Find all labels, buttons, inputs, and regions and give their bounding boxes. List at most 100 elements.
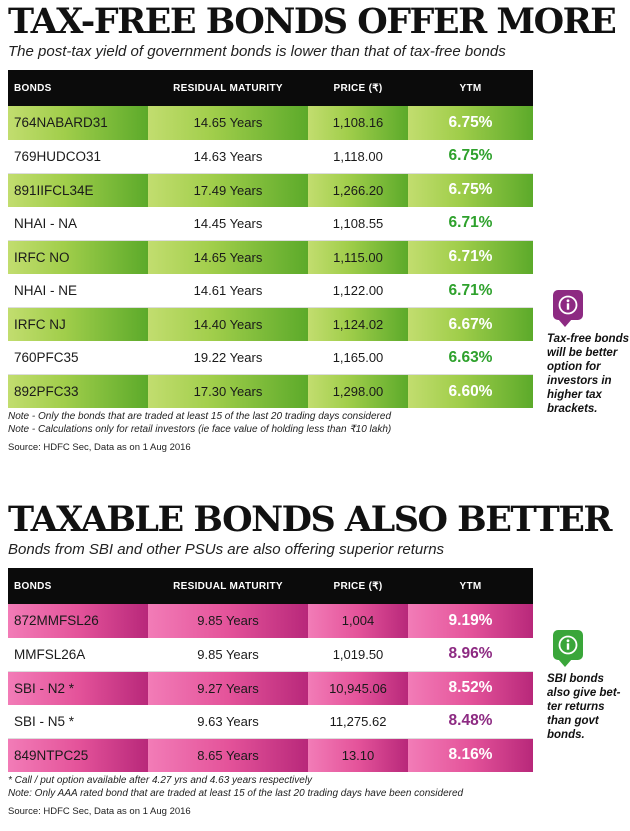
bond-name: 891IIFCL34E (8, 173, 148, 207)
bond-price: 1,122.00 (308, 273, 408, 309)
table-row: MMFSL26A 9.85 Years 1,019.50 8.96% (8, 637, 533, 672)
bond-ytm: 6.71% (408, 240, 533, 274)
bond-price: 1,298.00 (308, 374, 408, 409)
sidenote-text: SBI bonds also give bet-ter returns than… (547, 673, 621, 741)
bond-ytm: 6.63% (408, 341, 533, 376)
bond-maturity: 8.65 Years (148, 738, 308, 772)
table-notes: Note - Only the bonds that are traded at… (8, 410, 533, 436)
info-icon (553, 290, 583, 327)
table-row: 891IIFCL34E 17.49 Years 1,266.20 6.75% (8, 173, 533, 207)
table-notes: * Call / put option available after 4.27… (8, 774, 533, 800)
bond-maturity: 14.63 Years (148, 139, 308, 174)
bond-ytm: 9.19% (408, 604, 533, 638)
bond-ytm: 6.60% (408, 374, 533, 409)
header-price: PRICE (₹) (308, 70, 408, 106)
table-row: NHAI - NE 14.61 Years 1,122.00 6.71% (8, 273, 533, 309)
table-row: 849NTPC25 8.65 Years 13.10 8.16% (8, 738, 533, 772)
table-row: IRFC NO 14.65 Years 1,115.00 6.71% (8, 240, 533, 274)
section-title: TAXABLE BONDS ALSO BETTER (8, 499, 613, 540)
bond-ytm: 8.96% (408, 637, 533, 672)
table-row: SBI - N5 * 9.63 Years 11,275.62 8.48% (8, 704, 533, 739)
table-row: 892PFC33 17.30 Years 1,298.00 6.60% (8, 374, 533, 409)
bond-ytm: 6.71% (408, 273, 533, 309)
bond-price: 1,019.50 (308, 637, 408, 672)
note-line: * Call / put option available after 4.27… (8, 774, 313, 786)
bond-ytm: 8.16% (408, 738, 533, 772)
bond-maturity: 9.85 Years (148, 604, 308, 638)
bond-ytm: 6.71% (408, 206, 533, 241)
note-line: Note - Calculations only for retail inve… (8, 424, 392, 436)
bond-maturity: 14.45 Years (148, 206, 308, 241)
source-line: Source: HDFC Sec, Data as on 1 Aug 2016 (8, 442, 191, 454)
bond-maturity: 9.63 Years (148, 704, 308, 739)
bond-ytm: 6.75% (408, 139, 533, 174)
bond-name: IRFC NJ (8, 307, 148, 342)
bond-price: 1,004 (308, 604, 408, 638)
note-line: Note - Only the bonds that are traded at… (8, 411, 392, 423)
bond-name: 892PFC33 (8, 374, 148, 409)
bond-ytm: 8.48% (408, 704, 533, 739)
table-header-row: BONDS RESIDUAL MATURITY PRICE (₹) YTM (8, 568, 533, 604)
bond-price: 1,165.00 (308, 341, 408, 376)
table-row: SBI - N2 * 9.27 Years 10,945.06 8.52% (8, 671, 533, 705)
header-maturity: RESIDUAL MATURITY (148, 568, 308, 604)
bond-maturity: 17.49 Years (148, 173, 308, 207)
info-icon (553, 630, 583, 667)
header-bonds: BONDS (8, 70, 148, 106)
bond-name: SBI - N2 * (8, 671, 148, 705)
table-row: 872MMFSL26 9.85 Years 1,004 9.19% (8, 604, 533, 638)
bond-price: 10,945.06 (308, 671, 408, 705)
table-row: 769HUDCO31 14.63 Years 1,118.00 6.75% (8, 139, 533, 174)
bond-name: 764NABARD31 (8, 106, 148, 140)
header-maturity: RESIDUAL MATURITY (148, 70, 308, 106)
bond-price: 11,275.62 (308, 704, 408, 739)
bond-maturity: 14.61 Years (148, 273, 308, 309)
bond-price: 1,266.20 (308, 173, 408, 207)
bond-price: 13.10 (308, 738, 408, 772)
table-row: 764NABARD31 14.65 Years 1,108.16 6.75% (8, 106, 533, 140)
bond-name: 872MMFSL26 (8, 604, 148, 638)
bond-ytm: 8.52% (408, 671, 533, 705)
bond-ytm: 6.75% (408, 106, 533, 140)
bond-name: 769HUDCO31 (8, 139, 148, 174)
bond-maturity: 19.22 Years (148, 341, 308, 376)
sidenote-text: Tax-free bonds will be better option for… (547, 333, 630, 415)
bond-name: NHAI - NE (8, 273, 148, 309)
bond-name: 760PFC35 (8, 341, 148, 376)
bond-price: 1,124.02 (308, 307, 408, 342)
table-row: NHAI - NA 14.45 Years 1,108.55 6.71% (8, 206, 533, 241)
note-line: Note: Only AAA rated bond that are trade… (8, 787, 464, 799)
sidenote-tax-free: Tax-free bonds will be better option for… (547, 290, 629, 416)
tax-free-bonds-table: BONDS RESIDUAL MATURITY PRICE (₹) YTM 76… (8, 70, 533, 409)
taxable-bonds-section: TAXABLE BONDS ALSO BETTER Bonds from SBI… (8, 499, 613, 817)
header-bonds: BONDS (8, 568, 148, 604)
bond-maturity: 17.30 Years (148, 374, 308, 409)
bond-maturity: 14.65 Years (148, 240, 308, 274)
bond-name: MMFSL26A (8, 637, 148, 672)
section-subtitle: The post-tax yield of government bonds i… (8, 43, 506, 60)
source-line: Source: HDFC Sec, Data as on 1 Aug 2016 (8, 805, 191, 817)
table-header-row: BONDS RESIDUAL MATURITY PRICE (₹) YTM (8, 70, 533, 106)
section-subtitle: Bonds from SBI and other PSUs are also o… (8, 541, 445, 558)
bond-maturity: 14.65 Years (148, 106, 308, 140)
header-price: PRICE (₹) (308, 568, 408, 604)
bond-name: NHAI - NA (8, 206, 148, 241)
header-ytm: YTM (408, 568, 533, 604)
section-title: TAX-FREE BONDS OFFER MORE (8, 1, 617, 42)
bond-price: 1,118.00 (308, 139, 408, 174)
bond-maturity: 9.27 Years (148, 671, 308, 705)
table-row: IRFC NJ 14.40 Years 1,124.02 6.67% (8, 307, 533, 342)
bond-ytm: 6.75% (408, 173, 533, 207)
bond-maturity: 14.40 Years (148, 307, 308, 342)
bond-name: 849NTPC25 (8, 738, 148, 772)
sidenote-taxable: SBI bonds also give bet-ter returns than… (547, 630, 629, 742)
bond-name: IRFC NO (8, 240, 148, 274)
bond-price: 1,108.55 (308, 206, 408, 241)
taxable-bonds-table: BONDS RESIDUAL MATURITY PRICE (₹) YTM 87… (8, 568, 533, 772)
bond-price: 1,108.16 (308, 106, 408, 140)
bond-price: 1,115.00 (308, 240, 408, 274)
tax-free-bonds-section: TAX-FREE BONDS OFFER MORE The post-tax y… (8, 1, 617, 454)
bond-maturity: 9.85 Years (148, 637, 308, 672)
header-ytm: YTM (408, 70, 533, 106)
table-row: 760PFC35 19.22 Years 1,165.00 6.63% (8, 341, 533, 376)
